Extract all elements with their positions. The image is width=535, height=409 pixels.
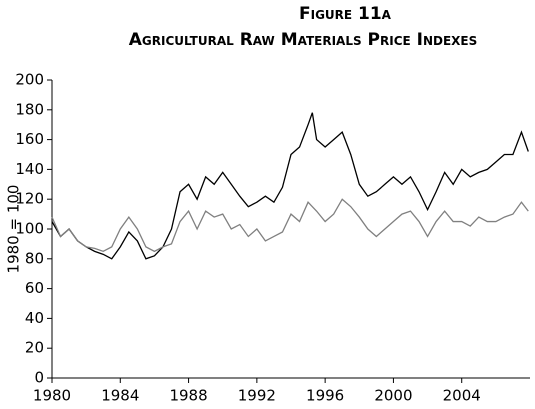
y-axis-label: 1980 = 100 <box>5 185 23 274</box>
series-line <box>51 112 529 260</box>
y-tick-label: 40 <box>25 309 44 327</box>
y-tick-label: 180 <box>15 100 44 118</box>
y-tick-label: 200 <box>15 71 44 89</box>
x-tick-label: 1992 <box>238 387 276 405</box>
y-tick-label: 0 <box>34 369 44 387</box>
y-tick-label: 140 <box>15 160 44 178</box>
x-tick-label: 1996 <box>306 387 344 405</box>
y-tick-label: 100 <box>15 220 44 238</box>
y-tick-label: 60 <box>25 279 44 297</box>
y-tick-label: 160 <box>15 130 44 148</box>
x-tick-label: 2000 <box>374 387 412 405</box>
y-tick-label: 120 <box>15 190 44 208</box>
x-tick-label: 2004 <box>443 387 481 405</box>
y-tick-label: 80 <box>25 249 44 267</box>
chart-subtitle: Agricultural Raw Materials Price Indexes <box>129 30 478 50</box>
x-tick-label: 1988 <box>169 387 207 405</box>
series-line <box>51 198 529 253</box>
x-tick-label: 1980 <box>33 387 71 405</box>
chart-title: Figure 11a <box>299 4 392 24</box>
x-tick-label: 1984 <box>101 387 139 405</box>
y-tick-label: 20 <box>25 339 44 357</box>
